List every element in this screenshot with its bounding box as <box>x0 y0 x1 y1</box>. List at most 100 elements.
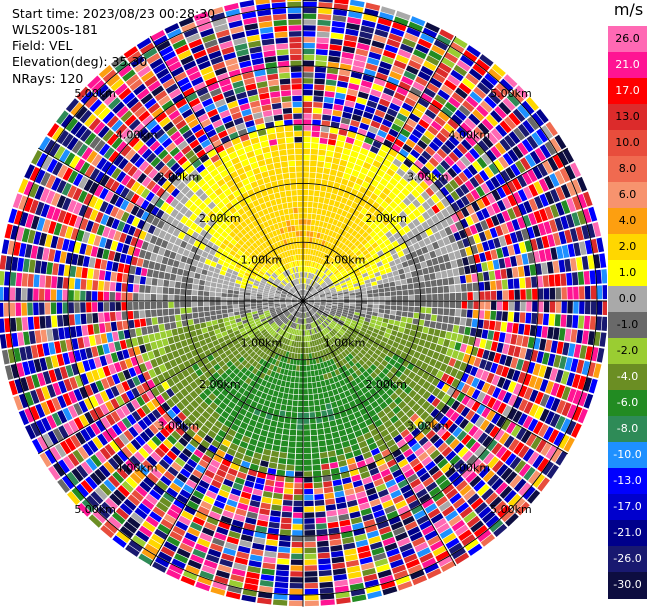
velocity-cell <box>349 290 355 294</box>
velocity-cell <box>251 335 258 342</box>
velocity-cell <box>317 278 323 284</box>
velocity-cell <box>260 344 266 351</box>
velocity-cell <box>306 359 310 365</box>
velocity-cell <box>339 519 351 527</box>
velocity-cell <box>425 481 438 493</box>
velocity-cell <box>292 400 298 407</box>
velocity-cell <box>228 332 235 339</box>
velocity-cell <box>317 25 331 32</box>
velocity-cell <box>347 353 354 360</box>
velocity-cell <box>418 319 425 326</box>
velocity-cell <box>201 410 211 420</box>
velocity-cell <box>115 302 121 311</box>
velocity-cell <box>353 183 361 191</box>
velocity-cell <box>314 333 318 340</box>
velocity-cell <box>460 372 469 383</box>
velocity-cell <box>312 470 322 477</box>
velocity-cell <box>468 425 479 437</box>
velocity-cell <box>339 328 346 334</box>
velocity-cell <box>289 594 303 601</box>
velocity-cell <box>158 364 167 373</box>
velocity-cell <box>305 318 308 324</box>
velocity-cell <box>504 134 516 148</box>
velocity-cell <box>480 77 495 91</box>
velocity-cell <box>378 330 385 337</box>
velocity-cell <box>454 109 467 121</box>
velocity-cell <box>367 304 373 308</box>
velocity-cell <box>263 400 271 407</box>
velocity-cell <box>519 157 531 171</box>
velocity-cell <box>298 400 303 407</box>
velocity-cell <box>115 292 121 301</box>
velocity-cell <box>334 579 348 587</box>
velocity-cell <box>342 253 349 260</box>
velocity-cell <box>527 252 535 264</box>
velocity-cell <box>116 530 131 544</box>
velocity-cell <box>315 60 327 67</box>
velocity-cell <box>407 335 415 343</box>
velocity-cell <box>316 270 321 276</box>
velocity-cell <box>90 454 102 468</box>
velocity-cell <box>216 376 225 384</box>
velocity-cell <box>409 264 416 272</box>
velocity-cell <box>390 27 405 37</box>
velocity-cell <box>66 471 80 486</box>
velocity-cell <box>386 38 401 48</box>
velocity-cell <box>307 304 313 308</box>
velocity-cell <box>338 277 345 283</box>
velocity-cell <box>387 339 394 346</box>
velocity-cell <box>435 496 448 507</box>
velocity-cell <box>443 308 450 316</box>
velocity-cell <box>437 89 451 101</box>
velocity-cell <box>262 330 269 337</box>
velocity-cell <box>347 242 354 249</box>
velocity-cell <box>369 249 377 256</box>
velocity-cell <box>577 271 585 285</box>
velocity-cell <box>49 446 62 461</box>
velocity-cell <box>372 253 379 260</box>
velocity-cell <box>505 453 517 466</box>
velocity-cell <box>361 181 370 189</box>
velocity-cell <box>271 450 280 458</box>
velocity-cell <box>347 374 354 382</box>
velocity-cell <box>9 287 16 301</box>
velocity-cell <box>571 422 582 438</box>
velocity-cell <box>427 508 441 519</box>
velocity-cell <box>369 214 377 222</box>
velocity-cell <box>377 222 386 230</box>
velocity-cell <box>345 136 355 145</box>
velocity-cell <box>221 553 235 562</box>
velocity-cell <box>532 363 541 376</box>
velocity-cell <box>258 286 264 291</box>
velocity-cell <box>181 510 194 521</box>
velocity-cell <box>125 402 136 413</box>
velocity-cell <box>362 451 373 460</box>
velocity-cell <box>115 282 122 292</box>
velocity-cell <box>399 414 409 424</box>
velocity-cell <box>13 241 21 256</box>
velocity-cell <box>52 328 60 341</box>
velocity-cell <box>329 539 342 546</box>
velocity-cell <box>412 208 421 218</box>
velocity-cell <box>262 424 270 432</box>
velocity-cell <box>421 498 434 509</box>
velocity-cell <box>310 328 314 335</box>
velocity-cell <box>160 546 175 558</box>
velocity-cell <box>103 281 110 291</box>
velocity-cell <box>544 411 555 425</box>
velocity-cell <box>215 305 222 311</box>
velocity-cell <box>455 210 465 220</box>
velocity-cell <box>357 381 365 389</box>
velocity-cell <box>253 427 262 435</box>
velocity-cell <box>411 504 424 515</box>
velocity-cell <box>372 267 380 274</box>
velocity-cell <box>308 347 312 353</box>
velocity-cell <box>349 582 365 591</box>
velocity-cell <box>310 225 315 232</box>
velocity-cell <box>424 562 439 574</box>
velocity-cell <box>317 546 330 553</box>
velocity-cell <box>338 202 346 210</box>
velocity-cell <box>262 491 273 498</box>
velocity-cell <box>426 294 432 301</box>
velocity-cell <box>338 69 351 77</box>
